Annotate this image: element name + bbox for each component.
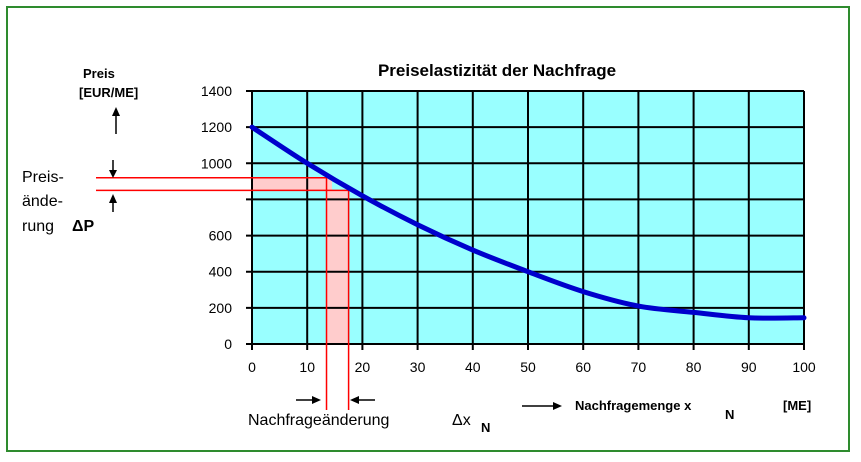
- x-tick-label: 0: [248, 359, 256, 375]
- svg-text:N: N: [481, 420, 490, 435]
- price-change-label: Preis- ände- rung ΔP: [22, 169, 95, 235]
- svg-text:Nachfragemenge x: Nachfragemenge x: [575, 398, 692, 413]
- y-tick-label: 200: [209, 300, 233, 316]
- x-tick-label: 100: [792, 359, 816, 375]
- x-tick-label: 50: [520, 359, 536, 375]
- svg-text:[ME]: [ME]: [783, 398, 811, 413]
- x-tick-label: 30: [410, 359, 426, 375]
- demand-curve-line: [249, 124, 807, 321]
- axis-tick-labels: 0 10 20 30 40 50 60 70 80 90 100020040060010001200…: [201, 83, 816, 375]
- y-tick-label: 1000: [201, 155, 232, 171]
- price-change-arrows: [109, 160, 117, 212]
- x-tick-label: 40: [465, 359, 481, 375]
- x-axis-label: Nachfragemenge x N [ME]: [522, 398, 811, 422]
- y-axis-up-arrow: [112, 107, 120, 134]
- y-tick-label: 1200: [201, 119, 232, 135]
- demand-change-label: Nachfrageänderung Δx N: [248, 412, 490, 435]
- x-tick-label: 80: [686, 359, 702, 375]
- y-tick-label: 1400: [201, 83, 232, 99]
- marker-lines: [96, 176, 350, 410]
- x-tick-label: 10: [299, 359, 315, 375]
- svg-text:rung: rung: [22, 218, 54, 235]
- svg-text:Preis-: Preis-: [22, 169, 64, 186]
- chart-title: Preiselastizität der Nachfrage: [378, 61, 616, 80]
- x-tick-label: 20: [355, 359, 371, 375]
- x-tick-label: 90: [741, 359, 757, 375]
- y-tick-label: 600: [209, 228, 233, 244]
- svg-text:Δx: Δx: [452, 412, 471, 429]
- demand-change-highlight: [326, 190, 349, 344]
- y-axis-label-line1: Preis: [83, 66, 115, 81]
- svg-text:N: N: [725, 407, 734, 422]
- x-tick-label: 70: [631, 359, 647, 375]
- demand-change-arrows: [296, 396, 375, 404]
- y-tick-label: 400: [209, 264, 233, 280]
- y-axis-label-line2: [EUR/ME]: [79, 85, 138, 100]
- price-change-highlight: [252, 177, 333, 191]
- y-tick-label: 0: [224, 336, 232, 352]
- svg-text:ände-: ände-: [22, 193, 63, 210]
- x-tick-label: 60: [575, 359, 591, 375]
- svg-text:Nachfrageänderung: Nachfrageänderung: [248, 412, 389, 429]
- svg-text:ΔP: ΔP: [72, 218, 95, 235]
